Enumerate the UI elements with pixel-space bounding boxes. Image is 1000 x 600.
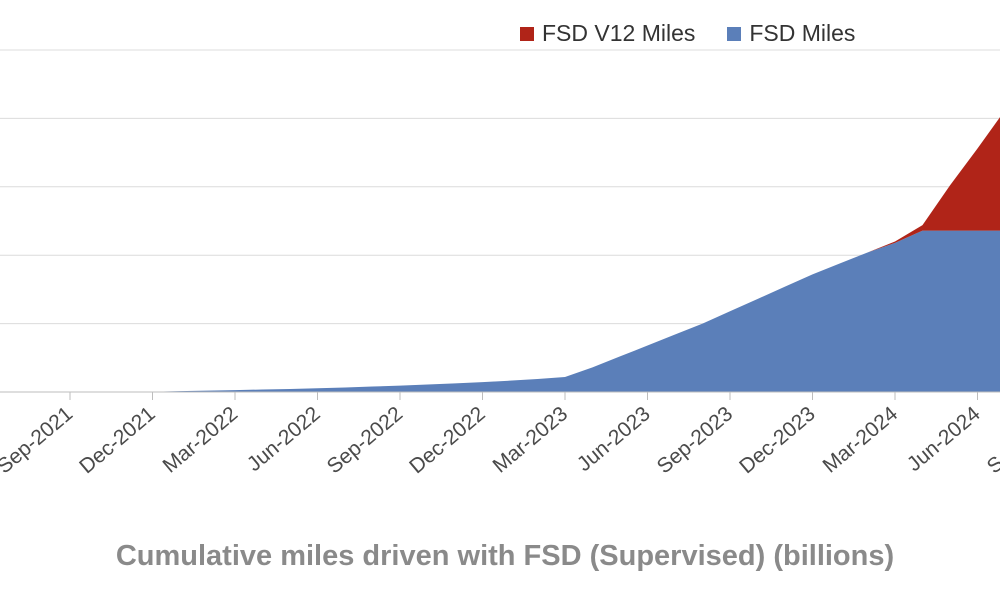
x-tick-label: Dec-2022 [405,402,490,478]
x-tick-label: Mar-2024 [819,402,903,478]
chart-title: Cumulative miles driven with FSD (Superv… [115,540,895,572]
legend-label-fsd: FSD Miles [749,20,856,46]
x-tick-label: Jun-2023 [573,402,655,476]
x-tick-label: Jun-2022 [243,402,325,476]
x-tick-label: Sep-2024 [983,402,1000,478]
legend-item-fsd: FSD Miles [727,20,855,47]
legend: FSD V12 Miles FSD Miles [520,20,887,47]
legend-item-fsd-v12: FSD V12 Miles [520,20,695,47]
area-fsd-miles [70,230,1000,392]
x-tick-label: Dec-2023 [735,402,820,478]
area-series [70,117,1000,392]
x-tick-label: Mar-2022 [159,402,243,477]
legend-swatch-fsd [727,26,742,41]
x-tick-label: Mar-2023 [489,402,573,477]
x-tick-label: Sep-2022 [323,402,408,478]
legend-swatch-fsd-v12 [520,26,534,41]
legend-label-fsd-v12: FSD V12 Miles [542,20,696,46]
x-tick-label: Jun-2024 [903,402,985,476]
x-tick-label: Sep-2021 [0,402,77,478]
x-tick-label: Dec-2021 [75,402,160,478]
x-tick-label: Sep-2023 [653,402,738,478]
